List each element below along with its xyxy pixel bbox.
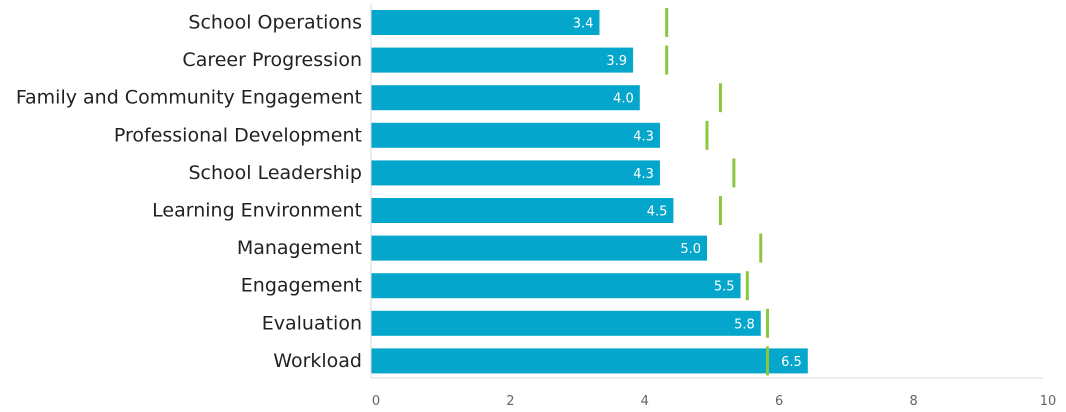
x-tick-label-0: 0 [372,394,380,409]
marker-3 [705,120,709,150]
bars-layer [371,10,808,374]
x-tick-label-4: 8 [909,394,917,409]
data-label-7: 5.5 [714,280,735,295]
data-label-4: 4.3 [633,167,654,182]
category-label-1: Career Progression [182,49,362,71]
category-label-4: School Leadership [188,162,362,184]
x-axis: 0 2 4 6 8 10 [370,4,1057,409]
bar-3 [371,122,660,148]
data-label-6: 5.0 [680,242,701,257]
data-label-9: 6.5 [781,355,802,370]
category-label-3: Professional Development [114,124,362,146]
marker-1 [665,45,669,75]
x-tick-label-3: 6 [775,394,783,409]
category-label-6: Management [237,237,362,259]
bar-6 [371,235,707,261]
category-label-8: Evaluation [262,312,362,334]
bar-5 [371,198,674,223]
data-label-0: 3.4 [573,17,594,32]
marker-9 [765,346,769,376]
category-label-2: Family and Community Engagement [16,87,362,109]
data-label-8: 5.8 [734,317,755,332]
marker-8 [765,308,769,338]
bar-7 [371,273,741,299]
data-labels: 3.4 3.9 4.0 4.3 4.3 4.5 5.0 5.5 5.8 6.5 [573,17,802,370]
x-tick-label-1: 2 [506,394,514,409]
data-label-3: 4.3 [633,129,654,144]
data-label-5: 4.5 [647,205,668,220]
marker-5 [718,196,722,225]
bar-1 [371,47,634,73]
category-labels: School Operations Career Progression Famil… [16,12,362,372]
category-label-5: Learning Environment [152,200,362,222]
x-tick-label-2: 4 [641,394,649,409]
marker-2 [718,83,722,113]
category-label-9: Workload [273,350,362,372]
marker-0 [665,8,669,37]
bar-9 [371,348,808,374]
markers-layer [665,8,769,376]
marker-7 [745,271,749,301]
bar-8 [371,310,761,336]
bar-0 [371,10,600,35]
marker-4 [732,158,736,188]
x-tick-label-5: 10 [1040,394,1057,409]
data-label-2: 4.0 [613,92,634,107]
data-label-1: 3.9 [606,54,627,69]
category-label-7: Engagement [241,275,362,297]
marker-6 [759,233,763,263]
category-label-0: School Operations [188,12,362,34]
bar-2 [371,85,640,111]
bar-4 [371,160,660,186]
